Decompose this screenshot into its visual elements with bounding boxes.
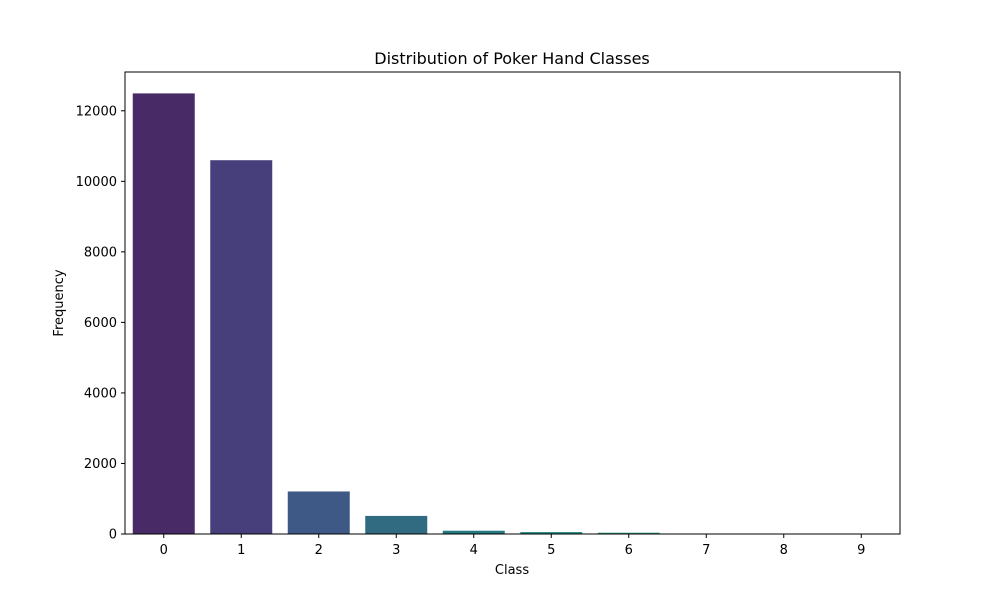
x-tick-label: 5 xyxy=(547,543,555,558)
x-tick-label: 6 xyxy=(625,543,633,558)
x-tick-label: 8 xyxy=(780,543,788,558)
x-tick-label: 1 xyxy=(237,543,245,558)
x-tick-label: 4 xyxy=(470,543,478,558)
x-axis-label: Class xyxy=(495,563,529,578)
y-tick-label: 2000 xyxy=(84,457,117,472)
bar-class-1 xyxy=(210,160,272,534)
x-tick-label: 7 xyxy=(702,543,710,558)
x-axis: 0 1 2 3 4 5 6 7 8 9 xyxy=(160,534,866,558)
x-tick-label: 2 xyxy=(315,543,323,558)
x-tick-label: 9 xyxy=(857,543,865,558)
y-axis-label: Frequency xyxy=(52,269,67,336)
y-tick-label: 12000 xyxy=(76,104,117,119)
y-tick-label: 0 xyxy=(109,528,117,543)
y-tick-label: 6000 xyxy=(84,316,117,331)
y-axis: 0 2000 4000 6000 8000 10000 12000 xyxy=(76,104,125,542)
y-tick-label: 10000 xyxy=(76,175,117,190)
y-tick-label: 8000 xyxy=(84,245,117,260)
y-tick-label: 4000 xyxy=(84,386,117,401)
x-tick-label: 3 xyxy=(392,543,400,558)
bar-class-2 xyxy=(288,491,350,534)
x-tick-label: 0 xyxy=(160,543,168,558)
bar-class-3 xyxy=(365,516,427,534)
chart-title: Distribution of Poker Hand Classes xyxy=(374,49,650,68)
bar-class-0 xyxy=(133,93,195,534)
